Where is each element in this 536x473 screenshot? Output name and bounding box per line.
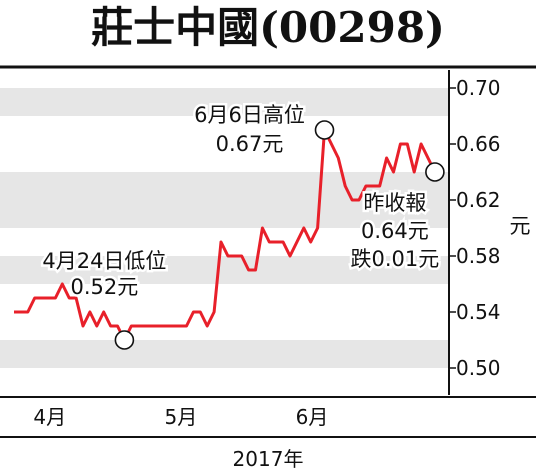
y-tick-label: 0.62 xyxy=(456,188,501,212)
grid-band xyxy=(0,172,448,228)
extreme-marker xyxy=(425,162,445,182)
x-tick-label: 4月 xyxy=(33,405,66,429)
x-tick-label: 6月 xyxy=(296,405,329,429)
grid-band xyxy=(0,256,448,284)
y-tick-label: 0.58 xyxy=(456,244,501,268)
annotation-text: 昨收報 xyxy=(363,191,426,215)
y-tick-label: 0.54 xyxy=(456,300,501,324)
price-series-line xyxy=(14,128,437,342)
annotation-text: 0.52元 xyxy=(71,275,139,299)
y-tick-label: 0.70 xyxy=(456,76,501,100)
annotation-text: 0.67元 xyxy=(216,132,284,156)
annotation-text: 4月24日低位 xyxy=(42,249,166,273)
chart-title: 莊士中國(00298) xyxy=(91,3,445,52)
y-axis-unit: 元 xyxy=(510,214,531,238)
annotation-text: 跌0.01元 xyxy=(351,247,440,271)
y-tick-label: 0.50 xyxy=(456,356,501,380)
extreme-marker xyxy=(314,120,335,140)
grid-band xyxy=(0,340,448,368)
x-tick-label: 5月 xyxy=(165,405,198,429)
y-tick-label: 0.66 xyxy=(456,132,501,156)
x-axis-label: 2017年 xyxy=(233,447,304,471)
annotation-text: 6月6日高位 xyxy=(194,103,305,127)
annotation-text: 0.64元 xyxy=(361,219,429,243)
grid-band xyxy=(0,88,448,116)
extreme-marker xyxy=(114,330,135,350)
